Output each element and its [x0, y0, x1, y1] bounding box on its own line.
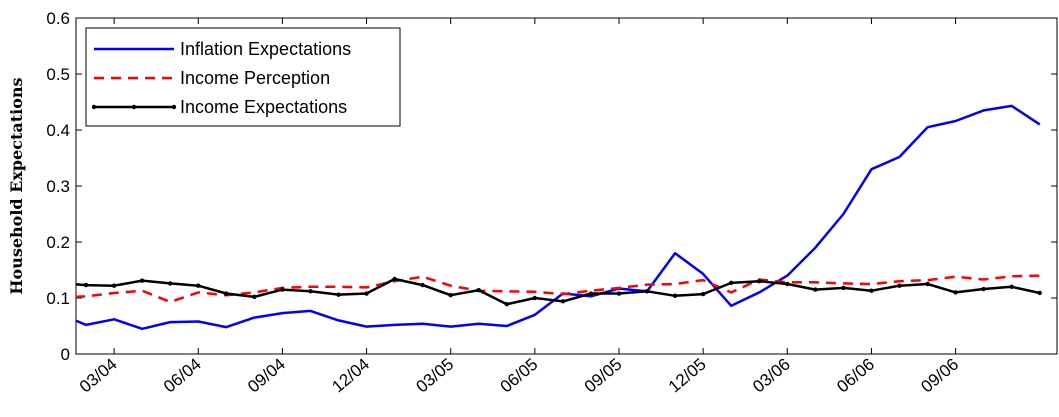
data-point	[336, 292, 341, 297]
data-point	[420, 282, 425, 288]
y-axis-label: Household Expectations	[7, 77, 26, 294]
data-point	[476, 287, 481, 293]
data-point	[139, 278, 145, 283]
data-point	[196, 283, 201, 288]
data-point	[224, 291, 229, 296]
data-point	[364, 291, 369, 296]
data-point	[1009, 284, 1014, 289]
legend-label-inflation-expectations: Inflation Expectations	[180, 39, 351, 59]
data-point	[841, 285, 846, 291]
data-point	[392, 276, 397, 282]
y-tick-label: 0.2	[46, 233, 70, 252]
legend-marker	[91, 104, 97, 110]
data-point	[785, 281, 790, 287]
data-point	[813, 287, 818, 292]
data-point	[672, 293, 678, 298]
series-line-1	[76, 274, 1040, 304]
data-point	[504, 301, 509, 307]
data-point	[83, 282, 89, 288]
data-point	[1037, 290, 1042, 296]
data-point	[700, 291, 706, 297]
legend-marker	[171, 104, 177, 110]
y-tick-label: 0.3	[46, 177, 70, 196]
series-layer	[76, 104, 1042, 331]
series-line-2	[76, 277, 1041, 306]
data-point	[953, 290, 958, 295]
data-point	[588, 291, 594, 296]
data-point	[869, 288, 874, 293]
data-point	[252, 294, 257, 300]
data-point	[448, 293, 453, 298]
data-point	[897, 283, 902, 288]
data-point	[308, 289, 313, 294]
data-point	[644, 289, 650, 294]
legend-marker	[131, 104, 137, 110]
data-point	[168, 281, 173, 286]
y-tick-label: 0	[61, 345, 70, 364]
data-point	[616, 291, 622, 296]
legend: Inflation Expectations Income Perception…	[85, 27, 401, 127]
data-point	[729, 280, 734, 286]
legend-label-income-expectations: Income Expectations	[180, 97, 347, 117]
y-tick-label: 0.5	[46, 65, 70, 84]
y-tick-label: 0.1	[46, 289, 70, 308]
series-line-0	[76, 104, 1041, 331]
data-point	[981, 286, 986, 292]
y-tick-label: 0.4	[46, 121, 70, 140]
data-point	[111, 283, 117, 288]
y-tick-label: 0.6	[46, 9, 70, 28]
data-point	[532, 295, 538, 301]
y-axis: 0 0.1 0.2 0.3 0.4 0.5 0.6	[46, 9, 1057, 364]
legend-box	[85, 27, 401, 127]
data-point	[280, 287, 285, 292]
data-point	[757, 279, 762, 284]
data-point	[560, 299, 566, 304]
data-point	[925, 281, 930, 287]
legend-label-income-perception: Income Perception	[180, 68, 330, 88]
